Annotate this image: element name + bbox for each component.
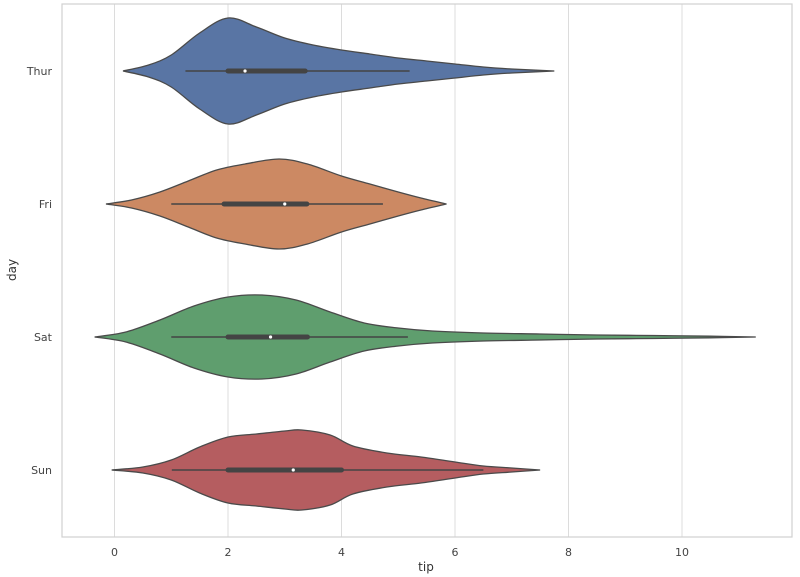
- y-tick-label: Sat: [34, 331, 53, 344]
- violin-fri: [105, 158, 447, 250]
- median-dot: [291, 468, 295, 472]
- violin-sun: [111, 429, 541, 511]
- x-tick-label: 10: [675, 546, 689, 559]
- violin-thur: [122, 17, 555, 125]
- median-dot: [243, 69, 247, 73]
- x-tick-label: 6: [452, 546, 459, 559]
- plot-area-frame: [61, 3, 793, 538]
- median-dot: [268, 335, 273, 339]
- y-tick-label: Fri: [39, 198, 52, 211]
- x-tick-labels: 0 2 4 6 8 10: [111, 546, 689, 559]
- x-tick-label: 4: [338, 546, 345, 559]
- x-axis-label: tip: [418, 560, 434, 574]
- y-axis-label: day: [5, 259, 19, 281]
- violin-body: [94, 294, 756, 380]
- x-tick-label: 8: [565, 546, 572, 559]
- x-tick-label: 0: [111, 546, 118, 559]
- violins: [94, 17, 756, 511]
- y-tick-labels: Thur Fri Sat Sun: [26, 65, 53, 477]
- y-tick-label: Thur: [26, 65, 53, 78]
- violin-sat: [94, 294, 756, 380]
- median-dot: [283, 202, 287, 206]
- x-tick-label: 2: [225, 546, 232, 559]
- y-tick-label: Sun: [31, 464, 52, 477]
